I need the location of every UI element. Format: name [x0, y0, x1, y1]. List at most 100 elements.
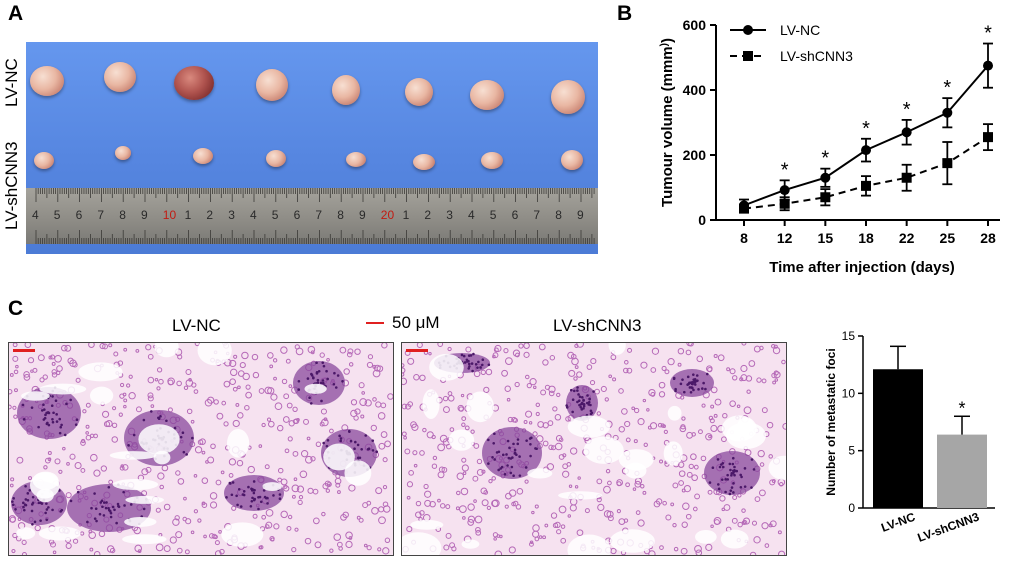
significance-mark: *: [984, 23, 992, 45]
nucleus: [682, 390, 686, 394]
alveolar-wall: [424, 499, 432, 507]
alveolar-wall: [439, 434, 448, 443]
alveolar-wall: [320, 408, 327, 415]
alveolar-wall: [356, 515, 361, 520]
nucleus: [718, 465, 722, 469]
nucleus: [730, 471, 734, 475]
alveolar-wall: [483, 490, 489, 495]
nucleus: [724, 490, 727, 494]
alveolar-wall: [88, 529, 93, 534]
alveolar-wall: [229, 378, 236, 386]
nucleus: [182, 450, 186, 454]
nucleus: [740, 475, 743, 479]
alveolar-wall: [281, 378, 288, 385]
nucleus: [487, 363, 491, 367]
alveolar-wall: [604, 397, 609, 402]
alveolar-wall: [314, 541, 322, 549]
alveolar-wall: [695, 549, 703, 555]
row-label-lv-nc: LV-NC: [2, 58, 21, 107]
nucleus: [679, 382, 683, 386]
alveolar-wall: [123, 398, 128, 403]
nucleus: [705, 372, 709, 376]
alveolar-wall: [118, 412, 123, 417]
panel-b-letter: B: [617, 2, 633, 25]
alveolar-wall: [274, 402, 283, 411]
alveolar-wall: [402, 367, 406, 374]
alveolar-wall: [729, 368, 736, 375]
alveolar-wall: [729, 400, 736, 407]
nucleus: [51, 418, 54, 421]
nucleus: [325, 444, 329, 448]
alveolar-wall: [169, 536, 177, 544]
alveolar-wall: [460, 487, 469, 496]
alveolar-wall: [732, 495, 738, 501]
data-point-square: [820, 192, 831, 203]
nucleus: [686, 375, 690, 379]
nucleus: [353, 447, 356, 450]
air-space: [39, 383, 87, 395]
x-axis-label: Time after injection (days): [769, 259, 955, 276]
nucleus: [102, 514, 106, 517]
nucleus: [470, 362, 474, 365]
nucleus: [228, 481, 232, 485]
alveolar-wall: [163, 545, 171, 553]
significance-mark: *: [958, 398, 965, 418]
alveolar-wall: [574, 365, 579, 370]
alveolar-wall: [494, 550, 503, 555]
alveolar-wall: [685, 513, 692, 520]
nucleus: [40, 409, 44, 412]
tumor-lv-nc-5: [332, 75, 360, 105]
alveolar-wall: [748, 360, 756, 367]
ruler-number: 3: [228, 208, 235, 222]
alveolar-wall: [456, 472, 464, 480]
alveolar-wall: [371, 507, 379, 515]
alveolar-wall: [708, 415, 714, 421]
alveolar-wall: [678, 480, 685, 486]
alveolar-wall: [596, 478, 603, 485]
alveolar-wall: [548, 385, 556, 393]
alveolar-wall: [102, 343, 108, 350]
alveolar-wall: [683, 484, 692, 493]
alveolar-wall: [288, 384, 293, 388]
alveolar-wall: [713, 353, 718, 359]
alveolar-wall: [43, 465, 48, 470]
ruler-number: 8: [555, 208, 562, 222]
nucleus: [250, 499, 254, 503]
alveolar-wall: [372, 369, 381, 378]
alveolar-wall: [213, 399, 219, 405]
nucleus: [582, 402, 586, 406]
nucleus: [51, 420, 55, 424]
alveolar-wall: [403, 435, 407, 440]
nucleus: [22, 505, 25, 509]
tumor-lv-shcnn3-4: [266, 150, 286, 167]
ruler-number: 6: [293, 208, 301, 222]
alveolar-wall: [232, 419, 240, 428]
nucleus: [468, 365, 471, 368]
alveolar-wall: [85, 434, 92, 441]
nucleus: [30, 406, 34, 409]
nucleus: [571, 410, 574, 414]
nucleus: [272, 494, 275, 497]
nucleus: [708, 481, 712, 484]
nucleus: [493, 432, 496, 436]
alveolar-wall: [197, 439, 204, 445]
alveolar-wall: [82, 409, 87, 414]
nucleus: [11, 503, 15, 507]
alveolar-wall: [128, 392, 136, 400]
y-tick-label: 0: [848, 501, 855, 515]
nucleus: [247, 485, 250, 489]
nucleus: [487, 462, 490, 465]
alveolar-wall: [771, 344, 776, 349]
significance-mark: *: [943, 77, 951, 99]
nucleus: [225, 496, 228, 499]
nucleus: [579, 405, 583, 409]
x-tick-label: 28: [980, 230, 996, 246]
alveolar-wall: [768, 523, 773, 528]
alveolar-wall: [562, 470, 570, 478]
alveolar-wall: [584, 508, 590, 514]
tumor-lv-shcnn3-5: [346, 152, 366, 167]
nucleus: [332, 382, 336, 386]
alveolar-wall: [216, 412, 224, 420]
alveolar-wall: [719, 495, 726, 502]
alveolar-wall: [108, 479, 114, 485]
